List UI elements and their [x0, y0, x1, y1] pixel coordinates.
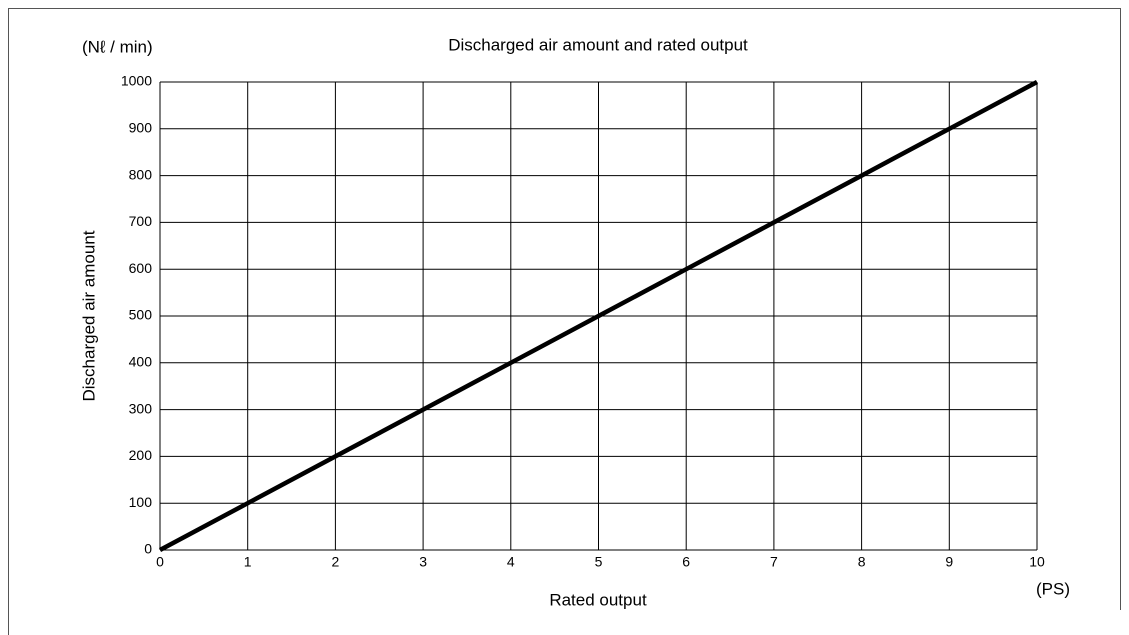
y-tick-label: 300	[129, 400, 153, 416]
y-tick-label: 100	[129, 494, 153, 510]
x-tick-label: 10	[1029, 554, 1045, 570]
frame	[8, 8, 1121, 635]
x-tick-label: 8	[858, 554, 866, 570]
x-tick-label: 1	[244, 554, 252, 570]
x-tick-label: 0	[156, 554, 164, 570]
y-axis-label: Discharged air amount	[79, 230, 98, 401]
y-tick-label: 600	[129, 260, 153, 276]
x-tick-label: 5	[595, 554, 603, 570]
y-unit: (Nℓ / min)	[82, 37, 153, 56]
x-tick-label: 9	[945, 554, 953, 570]
y-tick-label: 0	[144, 541, 152, 557]
y-tick-label: 700	[129, 213, 153, 229]
y-tick-label: 900	[129, 120, 153, 136]
x-tick-label: 6	[682, 554, 690, 570]
y-tick-label: 400	[129, 354, 153, 370]
x-tick-label: 7	[770, 554, 778, 570]
y-tick-label: 500	[129, 307, 153, 323]
x-axis-label: Rated output	[549, 590, 647, 609]
x-tick-label: 2	[332, 554, 340, 570]
x-tick-label: 4	[507, 554, 515, 570]
chart-title: Discharged air amount and rated output	[448, 35, 748, 54]
y-tick-label: 1000	[121, 73, 152, 89]
y-tick-label: 800	[129, 166, 153, 182]
data-line	[158, 80, 1039, 552]
y-tick-label: 200	[129, 447, 153, 463]
x-unit: (PS)	[1036, 579, 1070, 598]
x-tick-label: 3	[419, 554, 427, 570]
